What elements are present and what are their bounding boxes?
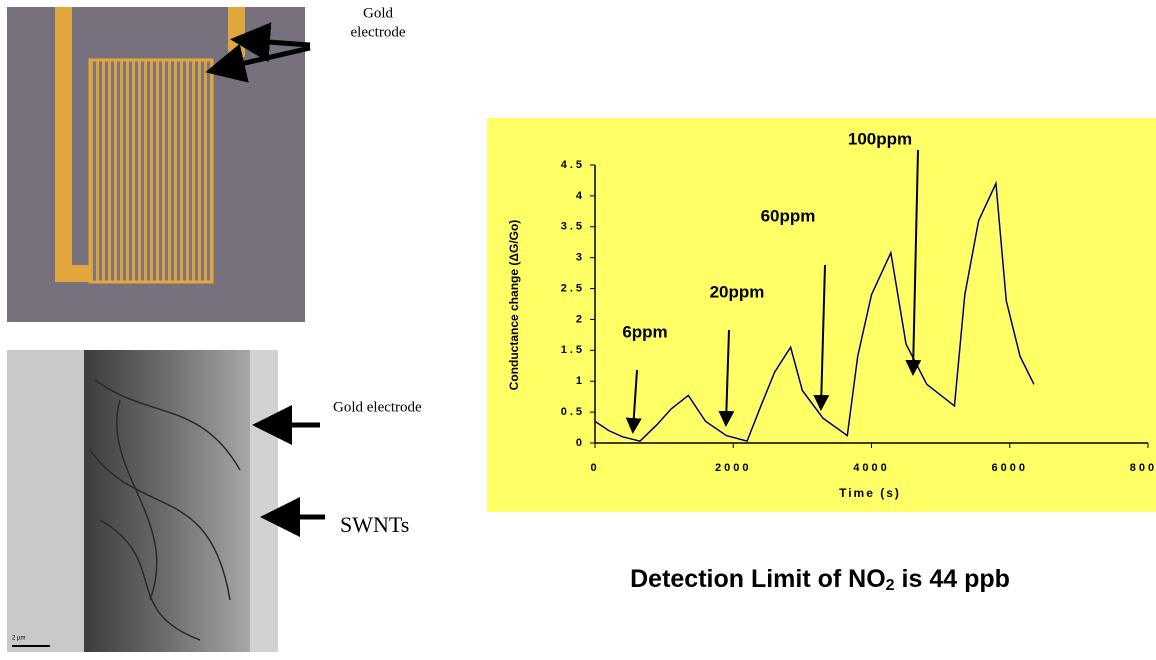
y-tick-label: 1	[576, 375, 585, 387]
annotation-arrow	[905, 149, 922, 376]
scale-label: 2 µm	[12, 636, 25, 642]
annotation-arrow	[718, 329, 735, 427]
data-line	[594, 180, 1035, 443]
x-tick-label: 6000	[992, 462, 1028, 474]
y-axis-title: Conductance change (ΔG/Go)	[507, 220, 521, 391]
y-tick-label: 2	[576, 313, 585, 325]
x-axis-title: Time (s)	[839, 486, 901, 500]
annotation-arrow	[625, 369, 642, 434]
annotation: 100ppm	[848, 129, 912, 148]
caption-text: Detection Limit of NO	[630, 565, 886, 593]
x-tick-label: 4000	[853, 462, 889, 474]
y-tick-label: 3.5	[561, 221, 585, 233]
image-label: SWNTs	[340, 512, 409, 537]
y-tick-label: 0.5	[561, 406, 585, 418]
x-tick-label: 2000	[715, 462, 751, 474]
image-label: Gold electrode	[333, 399, 422, 415]
x-tick-label: 8000	[1130, 462, 1156, 474]
caption-text: is 44 ppb	[895, 565, 1010, 593]
y-tick-label: 4.5	[561, 159, 585, 171]
annotation-arrow	[813, 264, 830, 411]
electrode-image	[7, 7, 311, 322]
annotation: 6ppm	[622, 322, 667, 341]
y-tick-label: 3	[576, 252, 585, 264]
y-tick-label: 0	[576, 437, 585, 449]
image-label: electrode	[351, 24, 406, 40]
y-tick-label: 4	[576, 190, 585, 202]
plot: 0 0.5 1 1.5 2 2.5 3 3.5 4 4.5 0 2000 4000 6000 8000 6pp…	[561, 129, 1156, 473]
image-label: Gold	[363, 5, 394, 21]
chart-background	[487, 118, 1156, 512]
x-tick-label: 0	[590, 462, 599, 474]
y-tick-label: 2.5	[561, 282, 585, 294]
caption: Detection Limit of NO2 is 44 ppb	[630, 565, 1010, 595]
annotation: 60ppm	[761, 206, 816, 225]
caption-subscript: 2	[886, 577, 895, 594]
tem-image	[7, 350, 325, 652]
annotation: 20ppm	[710, 282, 765, 301]
y-tick-label: 1.5	[561, 344, 585, 356]
